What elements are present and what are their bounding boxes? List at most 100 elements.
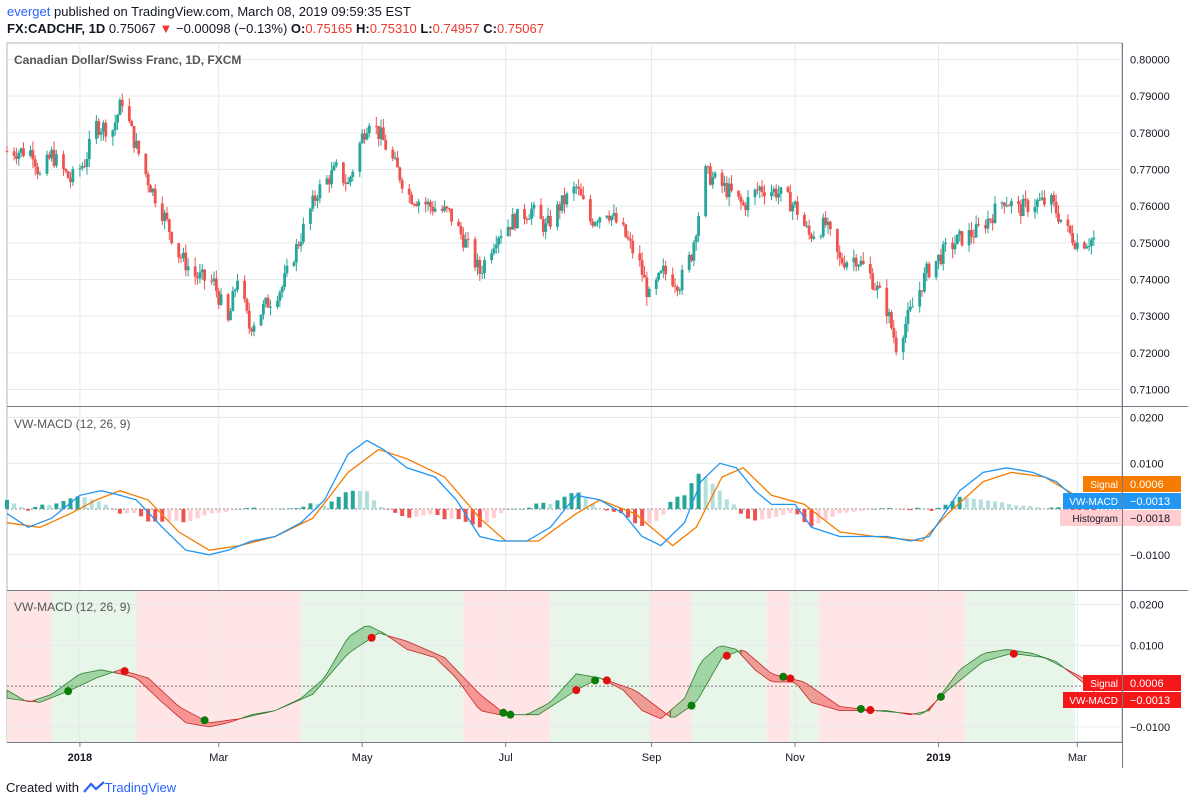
candle-body	[678, 290, 682, 292]
macd-line	[6, 439, 1095, 556]
candle-body	[711, 177, 715, 185]
candle-body	[671, 274, 675, 286]
macd-histogram-bar	[943, 504, 948, 510]
candle-body	[970, 230, 973, 237]
signal-line	[6, 448, 1095, 551]
candle-body	[198, 272, 202, 279]
macd-histogram-bar	[908, 509, 913, 511]
bearish-cross-dot	[786, 674, 795, 683]
macd-histogram-bar	[449, 509, 454, 519]
macd-histogram-bar	[428, 509, 433, 515]
candle-body	[955, 234, 959, 245]
band-signal-value-bg	[1123, 675, 1181, 691]
candle-body	[165, 212, 169, 220]
macd-histogram-bar	[880, 508, 885, 510]
candle-body	[196, 276, 199, 279]
candle-body	[843, 263, 846, 268]
candle-body	[1054, 201, 1058, 214]
candle-body	[1019, 204, 1023, 217]
macd-histogram-bar	[696, 473, 701, 510]
macd-histogram-bar	[1063, 509, 1068, 510]
candle-body	[1026, 200, 1030, 213]
candle-body	[457, 221, 461, 227]
ohlc-legend: FX:CADCHF, 1D 0.75067 ▼ −0.00098 (−0.13%…	[7, 21, 544, 36]
candle-body	[772, 188, 776, 193]
candle-body	[236, 280, 239, 290]
candle-body	[344, 182, 348, 185]
macd-histogram-bar	[590, 503, 595, 510]
candle-body	[358, 143, 362, 172]
macd-histogram-value-bg	[1123, 510, 1181, 526]
macd-histogram-bar	[837, 509, 842, 514]
candle-body	[944, 242, 947, 245]
macd-histogram-bar	[223, 509, 228, 513]
candle-body	[676, 286, 679, 291]
macd-histogram-bar	[731, 504, 736, 510]
macd-histogram-bar	[950, 500, 955, 510]
author-link[interactable]: everget	[7, 4, 51, 19]
candle-body	[1090, 239, 1093, 246]
candle-body	[986, 218, 990, 229]
candle-body	[614, 213, 618, 223]
candle-body	[1007, 205, 1011, 207]
candle-body	[120, 99, 124, 107]
candle-body	[280, 286, 284, 293]
candle-body	[316, 198, 319, 201]
bearish-cross-dot	[866, 706, 875, 715]
macd-tick-label: 0.0100	[1130, 458, 1164, 470]
candle-body	[920, 290, 924, 292]
macd-histogram-bar	[626, 509, 631, 518]
candle-body	[311, 195, 315, 209]
candle-body	[788, 191, 792, 212]
macd-histogram-bar	[146, 509, 151, 522]
macd-histogram-bar	[19, 507, 24, 510]
candle-body	[111, 130, 115, 137]
macd-histogram-bar	[851, 509, 856, 512]
macd-histogram-bar	[54, 503, 59, 510]
regime-band-6	[649, 591, 692, 742]
macd-histogram-bar	[506, 509, 511, 510]
macd-signal-value-bg	[1123, 476, 1181, 492]
bullish-cross-dot	[856, 704, 865, 713]
macd-histogram-bar	[82, 497, 87, 510]
macd-histogram-bar	[1028, 505, 1033, 510]
macd-histogram-bar	[668, 501, 673, 510]
macd-histogram-bar	[1000, 502, 1005, 510]
tradingview-brand[interactable]: TradingView	[104, 780, 177, 795]
macd-histogram-bar	[266, 508, 271, 510]
candle-body	[184, 252, 188, 271]
candle-body	[499, 236, 503, 239]
macd-histogram-bar	[308, 503, 313, 510]
macd-histogram-bar	[414, 509, 419, 517]
candle-body	[459, 226, 463, 235]
macd-histogram-bar	[647, 509, 652, 524]
macd-histogram-bar	[230, 509, 235, 511]
macd-histogram-bar	[216, 509, 221, 513]
macd-histogram-bar	[604, 509, 609, 511]
candle-body	[892, 327, 896, 338]
candle-body	[737, 190, 740, 197]
candle-body	[1066, 219, 1070, 226]
candle-body	[739, 196, 743, 203]
candle-body	[854, 257, 858, 267]
macd-histogram-bar	[350, 490, 355, 510]
candle-body	[233, 289, 237, 292]
macd-histogram-bar	[513, 509, 518, 510]
candle-body	[424, 201, 428, 205]
macd-histogram-bar	[103, 504, 108, 510]
macd-histogram-label-bg	[1060, 510, 1122, 526]
candle-body	[934, 260, 938, 278]
macd-histogram-bar	[195, 509, 200, 519]
candle-body	[15, 155, 18, 159]
candle-body	[407, 188, 411, 195]
macd-histogram-bar	[865, 509, 870, 510]
time-tick-label: Jul	[499, 752, 513, 764]
bullish-cross-dot	[687, 701, 696, 710]
candle-body	[556, 204, 559, 227]
candle-body	[365, 133, 369, 140]
bearish-cross-dot	[602, 676, 611, 685]
candle-body	[45, 154, 49, 174]
time-tick-label: Nov	[785, 752, 805, 764]
candle-body	[64, 168, 68, 172]
